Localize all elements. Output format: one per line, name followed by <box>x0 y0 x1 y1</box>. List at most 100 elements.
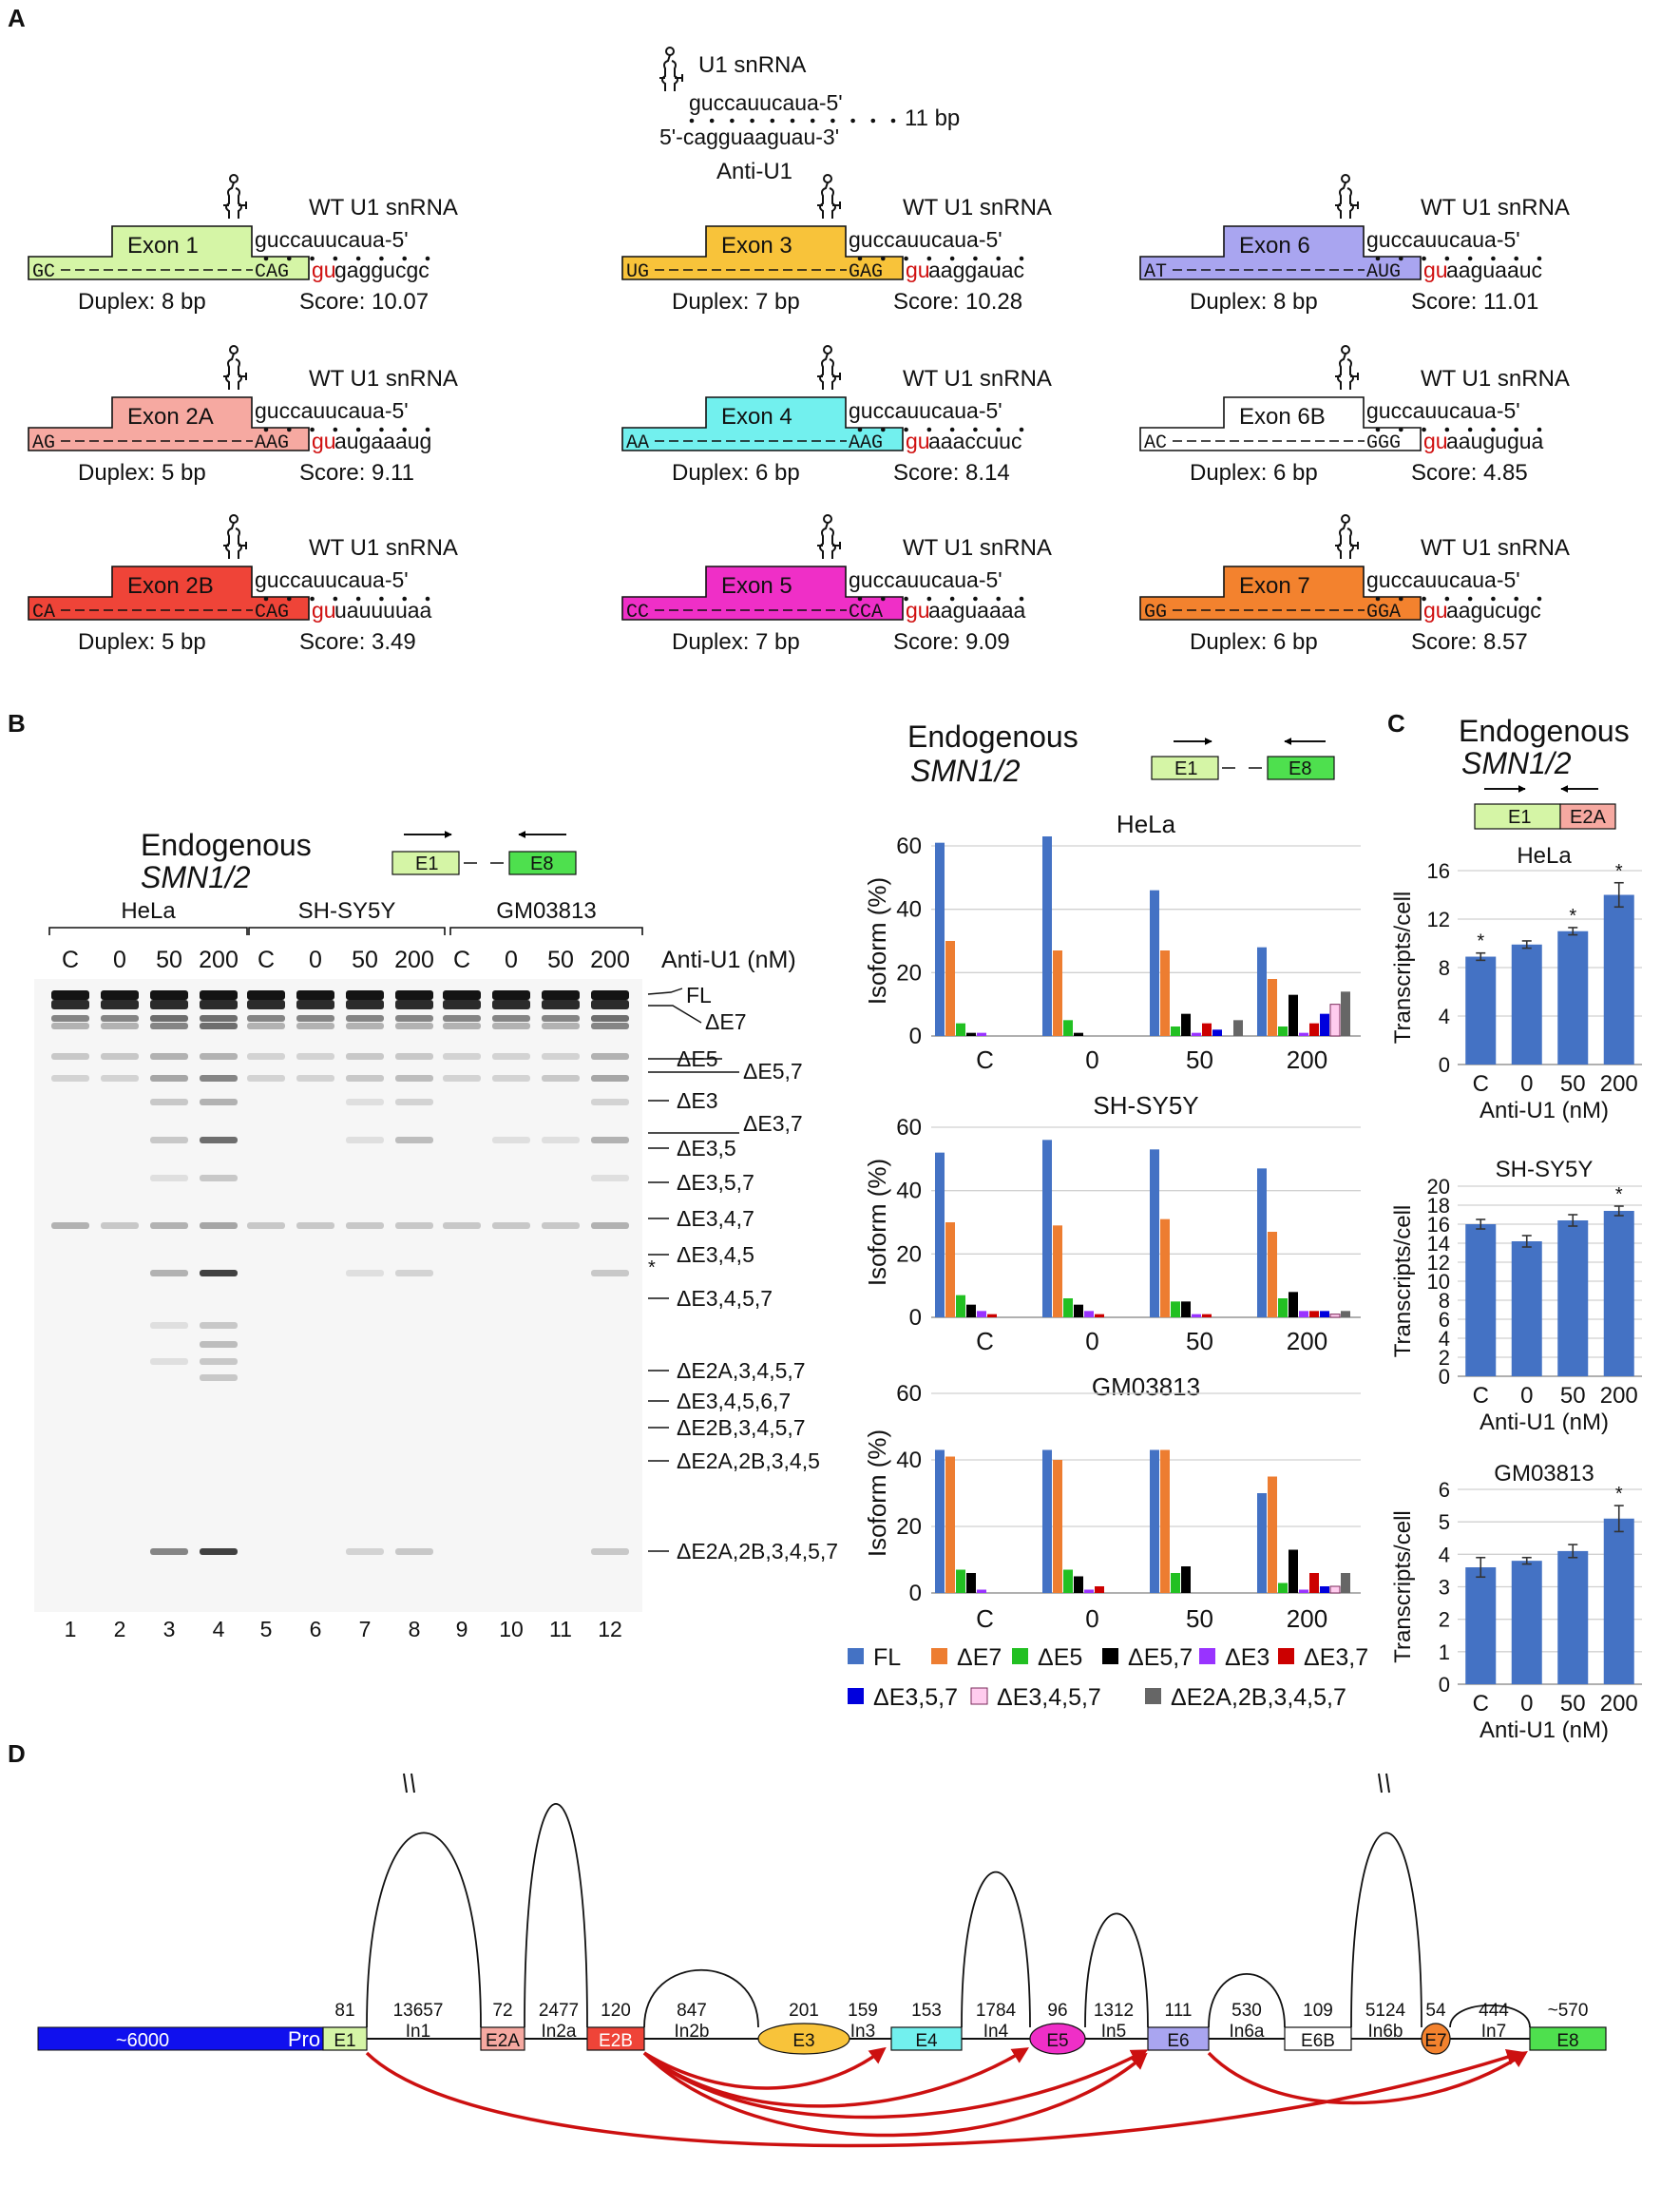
exon-label: E6 <box>1167 2031 1189 2051</box>
isoform-bar <box>1063 1020 1073 1036</box>
splice-arc <box>366 1832 482 2028</box>
pairing-dot <box>1514 256 1519 261</box>
gel-title-line2: SMN1/2 <box>141 860 251 894</box>
gu-dinucleotide: gu <box>312 429 336 453</box>
chart-title: GM03813 <box>1092 1372 1200 1401</box>
splice-arc <box>524 1803 588 2028</box>
gel-band <box>395 990 433 1000</box>
gel-band <box>591 1075 629 1082</box>
gel-band <box>346 1023 384 1029</box>
y-axis-label: Transcripts/cell <box>1390 1205 1416 1357</box>
y-tick-label: 40 <box>896 897 922 923</box>
legend-label: ΔE5 <box>1038 1644 1082 1671</box>
hairpin-icon <box>1334 514 1359 560</box>
exon-name: Exon 3 <box>721 233 792 259</box>
pairing-dot <box>996 427 1002 432</box>
x-tick-label: 50 <box>1186 1327 1213 1355</box>
pairing-dot <box>286 256 292 261</box>
pairing-dot <box>355 256 361 261</box>
y-tick-label: 3 <box>1439 1576 1450 1600</box>
gel-band <box>101 1015 139 1022</box>
band-label: ΔE7 <box>705 1009 747 1034</box>
isoform-bar <box>945 941 955 1036</box>
cell-line-bracket: GM03813 <box>449 898 643 935</box>
gel-band <box>443 1000 481 1009</box>
gel-band <box>395 1053 433 1060</box>
pairing-dot <box>1491 596 1496 602</box>
gel-band <box>296 1015 334 1022</box>
exon-right-seq: GGG <box>1366 432 1401 454</box>
score: Score: 10.07 <box>299 289 429 315</box>
chart-title: SH-SY5Y <box>1496 1157 1594 1182</box>
pairing-dot <box>263 427 269 432</box>
x-axis-label: Anti-U1 (nM) <box>1480 1717 1609 1743</box>
pairing-dot <box>880 427 886 432</box>
gel-band <box>492 1023 530 1029</box>
primer-box-e8 <box>508 851 577 875</box>
exon-name: Exon 6 <box>1239 233 1310 259</box>
chart-title: HeLa <box>1117 810 1176 838</box>
gel-band <box>150 1000 188 1009</box>
y-tick-label: 5 <box>1439 1510 1450 1534</box>
gel-band <box>200 1023 238 1029</box>
exon-length: 54 <box>1425 2001 1446 2021</box>
gel-band <box>101 1222 139 1229</box>
isoform-bar <box>977 1032 986 1036</box>
isoform-bar <box>1150 890 1159 1036</box>
exon-left-seq: UG <box>626 261 649 283</box>
isoform-bar <box>1181 1013 1191 1036</box>
pairing-dot <box>973 596 978 602</box>
transcripts-bar <box>1603 1518 1634 1684</box>
y-axis-label: Isoform (%) <box>863 1159 891 1286</box>
exon-shape <box>1529 2026 1607 2051</box>
isoform-bar <box>1042 1449 1052 1593</box>
pairing-dot <box>870 118 876 124</box>
transcripts-bar <box>1511 944 1542 1065</box>
pairing-dot <box>1444 256 1450 261</box>
gel-band <box>150 1548 188 1555</box>
isoform-bar <box>1074 1304 1083 1317</box>
band-label: ΔE3,5,7 <box>677 1170 754 1195</box>
gel-band <box>591 1023 629 1029</box>
anti-u1-duplex: U1 snRNA guccauucaua-5' 5'-cagguaaguau-3… <box>659 47 960 184</box>
gel-band <box>591 1015 629 1022</box>
transcripts-bar <box>1603 1211 1634 1376</box>
band-label: FL <box>686 983 712 1007</box>
isoform-bar <box>1278 1298 1288 1317</box>
exon-right-seq: CCA <box>849 602 883 623</box>
gel-band <box>395 1075 433 1082</box>
gene-segment-1: E1 81 <box>322 2001 368 2051</box>
pairing-dot <box>379 427 384 432</box>
band-label: ΔE2A,2B,3,4,5,7 <box>677 1539 838 1564</box>
gel-band <box>150 1053 188 1060</box>
panel-letter-a: A <box>8 4 26 32</box>
pairing-dot <box>1398 596 1403 602</box>
duplex-length: Duplex: 8 bp <box>78 289 206 315</box>
isoform-bar <box>1084 1311 1094 1317</box>
gel-band <box>200 1322 238 1329</box>
duplex-length: Duplex: 5 bp <box>78 629 206 655</box>
isoform-bar <box>1150 1449 1159 1593</box>
isoform-bar <box>956 1569 965 1593</box>
isoform-bar <box>1053 1225 1062 1317</box>
pairing-dot <box>1514 427 1519 432</box>
isoform-bar <box>1299 1032 1308 1036</box>
break-mark <box>410 1773 415 1794</box>
x-tick-label: 50 <box>1186 1604 1213 1633</box>
y-tick-label: 8 <box>1439 1289 1450 1313</box>
exon-left-seq: CC <box>626 602 649 623</box>
lane-condition: 0 <box>113 947 126 973</box>
y-tick-label: 18 <box>1427 1194 1450 1218</box>
isoform-bar <box>1320 1013 1329 1036</box>
isoform-bar <box>1257 1168 1267 1317</box>
primer-e1-label: E1 <box>415 854 438 874</box>
pairing-dot <box>857 427 863 432</box>
pairing-dot <box>904 427 908 432</box>
exon-label: E4 <box>915 2031 938 2051</box>
isoform-bar <box>966 1573 976 1593</box>
bracket-line <box>248 927 446 935</box>
gene-segment-7: E3 201 <box>757 2001 850 2055</box>
promoter-box <box>37 2026 324 2051</box>
